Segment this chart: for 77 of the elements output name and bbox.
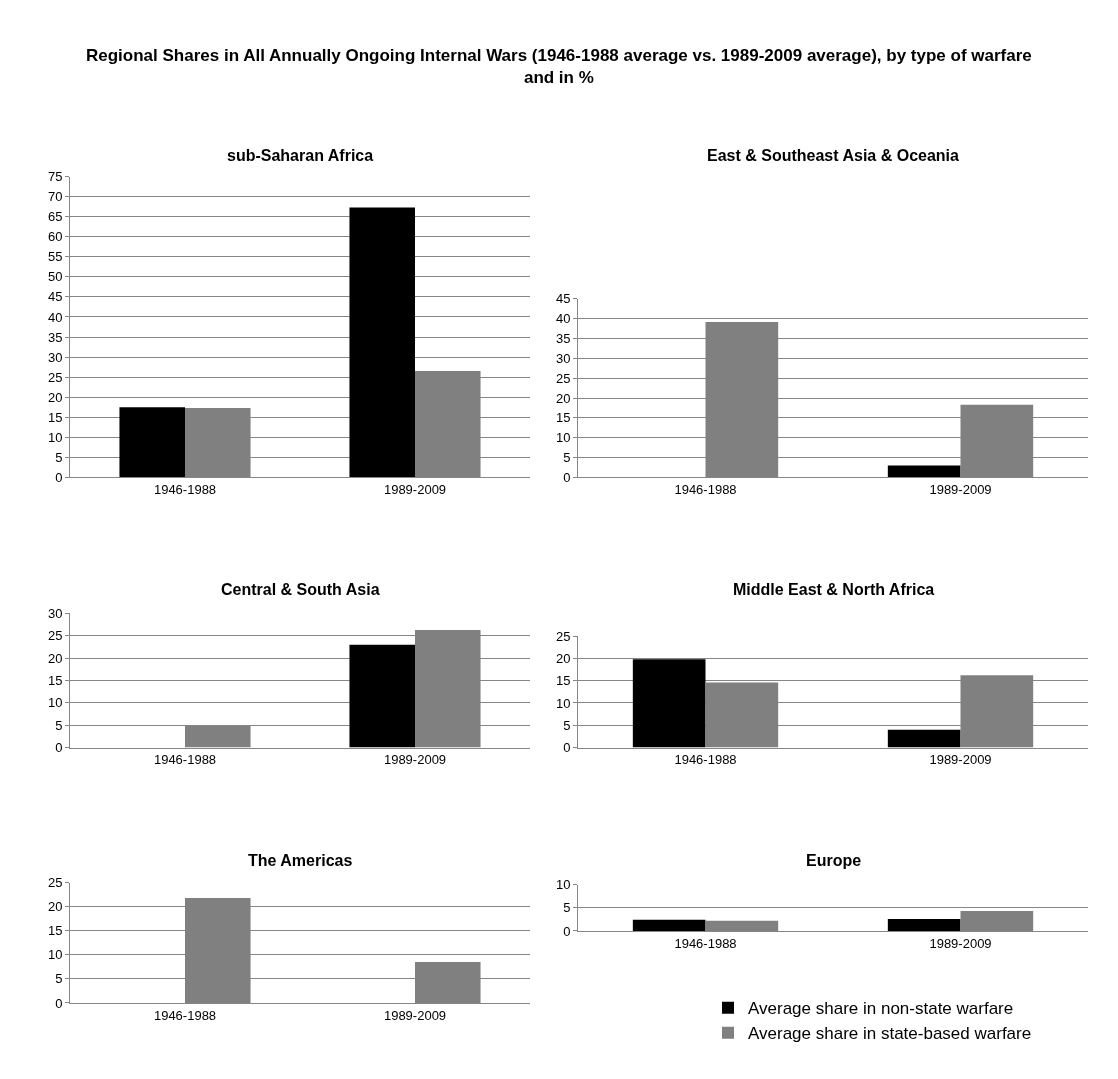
y-tick-label: 0 — [55, 740, 63, 756]
y-tick-label: 25 — [555, 628, 571, 644]
x-tick-label: 1989-2009 — [929, 481, 992, 497]
y-tick-label: 30 — [47, 606, 63, 621]
y-tick-label: 15 — [47, 923, 63, 939]
y-tick-label: 20 — [47, 389, 63, 405]
y-tick-label: 15 — [555, 673, 571, 689]
y-tick-label: 20 — [47, 650, 63, 666]
y-tick-label: 30 — [555, 350, 571, 366]
y-tick-label: 60 — [47, 229, 63, 245]
y-tick-label: 10 — [555, 430, 571, 446]
y-tick-label: 15 — [47, 409, 63, 425]
bar — [887, 918, 961, 931]
y-tick-label: 0 — [563, 469, 571, 485]
y-tick-label: 10 — [47, 947, 63, 963]
y-tick-label: 10 — [47, 429, 63, 445]
chart-title: East & Southeast Asia & Oceania — [707, 147, 960, 164]
y-tick-label: 75 — [47, 169, 63, 185]
y-tick-label: 25 — [555, 370, 571, 386]
y-tick-label: 0 — [55, 995, 63, 1011]
x-tick-label: 1989-2009 — [383, 1007, 447, 1023]
legend-label: Average share in non-state warfare — [748, 999, 1014, 1019]
legend-label: Average share in state-based warfare — [748, 1024, 1032, 1044]
x-tick-label: 1946-1988 — [153, 481, 217, 497]
y-tick-label: 45 — [555, 291, 571, 307]
y-tick-label: 5 — [563, 450, 571, 466]
x-tick-label: 1989-2009 — [383, 481, 447, 497]
y-tick-label: 40 — [555, 311, 571, 327]
y-tick-label: 5 — [563, 900, 571, 916]
x-tick-label: 1946-1988 — [674, 481, 737, 497]
bar — [887, 729, 961, 748]
bar — [632, 659, 706, 748]
y-tick-label: 20 — [555, 650, 571, 666]
x-tick-label: 1989-2009 — [383, 752, 447, 768]
y-tick-label: 10 — [555, 695, 571, 711]
y-tick-label: 5 — [563, 717, 571, 733]
y-tick-label: 20 — [555, 390, 571, 406]
chart-title: Middle East & North Africa — [733, 581, 935, 598]
y-tick-label: 5 — [55, 717, 63, 733]
x-tick-label: 1946-1988 — [153, 1007, 217, 1023]
bar — [349, 207, 415, 478]
y-tick-label: 15 — [47, 673, 63, 689]
bar — [349, 644, 415, 748]
bar — [887, 465, 961, 478]
y-tick-label: 55 — [47, 249, 63, 265]
chart-title: Central & South Asia — [221, 581, 380, 598]
y-tick-label: 15 — [555, 410, 571, 426]
y-tick-label: 5 — [55, 449, 63, 465]
y-tick-label: 70 — [47, 189, 63, 205]
chart-title: The Americas — [248, 852, 353, 869]
y-tick-label: 25 — [47, 628, 63, 644]
x-tick-label: 1946-1988 — [674, 935, 737, 951]
y-tick-label: 20 — [47, 899, 63, 915]
y-tick-label: 10 — [47, 695, 63, 711]
y-tick-label: 0 — [563, 923, 571, 939]
text: Regional Shares in All Annually Ongoing Internal Wars (1946-1988 average vs. 1989-2009 average), by type of warfare and in % — [86, 46, 1032, 88]
y-tick-label: 0 — [55, 469, 63, 485]
chart-title: Europe — [806, 852, 862, 869]
chart-title: sub-Saharan Africa — [227, 147, 374, 164]
y-tick-label: 65 — [47, 209, 63, 225]
y-tick-label: 45 — [47, 289, 63, 305]
y-tick-label: 25 — [47, 875, 63, 891]
y-tick-label: 40 — [47, 309, 63, 325]
x-tick-label: 1989-2009 — [929, 752, 992, 768]
y-tick-label: 0 — [563, 740, 571, 756]
bar — [632, 919, 706, 931]
y-tick-label: 25 — [47, 369, 63, 385]
x-tick-label: 1989-2009 — [929, 935, 992, 951]
x-tick-label: 1946-1988 — [674, 752, 737, 768]
y-tick-label: 35 — [555, 331, 571, 347]
y-tick-label: 5 — [55, 971, 63, 987]
y-tick-label: 50 — [47, 269, 63, 285]
bar — [119, 407, 185, 478]
y-tick-label: 35 — [47, 329, 63, 345]
x-tick-label: 1946-1988 — [153, 752, 217, 768]
y-tick-label: 30 — [47, 349, 63, 365]
y-tick-label: 10 — [555, 877, 571, 893]
